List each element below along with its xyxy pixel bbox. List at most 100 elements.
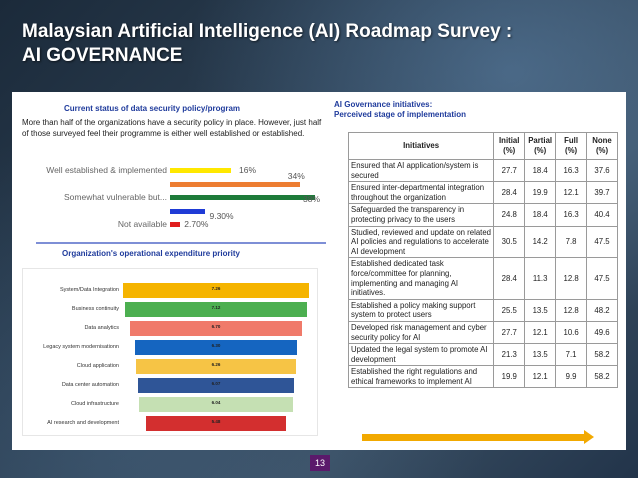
percent-cell: 28.4	[493, 181, 526, 205]
table-row: Studied, reviewed and update on related …	[347, 225, 618, 259]
page-number: 13	[310, 455, 330, 471]
percent-cell: 12.1	[555, 181, 588, 205]
percent-cell: 27.7	[493, 158, 526, 183]
security-bar-label: Somewhat vulnerable but...	[63, 192, 167, 202]
content-panel: Current status of data security policy/p…	[12, 92, 626, 450]
slide-title-line2: AI GOVERNANCE	[22, 45, 183, 66]
percent-cell: 18.4	[524, 158, 557, 183]
percent-cell: 16.3	[555, 158, 588, 183]
percent-cell: 48.2	[586, 298, 618, 322]
expenditure-bar-label: System/Data Integration	[59, 287, 119, 293]
expenditure-bar	[135, 359, 297, 374]
security-bar	[170, 222, 181, 227]
table-row: Safeguarded the transparency in protecti…	[347, 203, 618, 227]
expenditure-chart-title: Organization's operational expenditure p…	[62, 249, 240, 258]
percent-cell: 21.3	[493, 343, 526, 367]
security-bar-value: 38%	[303, 194, 321, 204]
percent-cell: 7.1	[555, 343, 588, 367]
percent-cell: 39.7	[586, 181, 618, 205]
initiatives-title-line1: AI Governance initiatives:	[334, 100, 433, 109]
expenditure-bar-value: 5.48	[211, 419, 221, 424]
percent-cell: 40.4	[586, 203, 618, 227]
percent-cell: 24.8	[493, 203, 526, 227]
percent-cell: 49.6	[586, 320, 618, 345]
security-bar-value: 2.70%	[184, 219, 209, 229]
initiative-cell: Established a policy making support syst…	[347, 298, 495, 322]
percent-cell: 9.9	[555, 365, 588, 389]
percent-cell: 19.9	[493, 365, 526, 389]
security-chart-title: Current status of data security policy/p…	[64, 104, 241, 113]
percent-cell: 7.8	[555, 225, 588, 259]
percent-cell: 10.6	[555, 320, 588, 345]
initiative-cell: Studied, reviewed and update on related …	[347, 225, 495, 259]
security-bar	[170, 195, 315, 200]
initiative-cell: Established the right regulations and et…	[347, 365, 495, 389]
initiatives-title-line2: Perceived stage of implementation	[334, 110, 467, 119]
expenditure-bar-value: 6.26	[211, 362, 221, 367]
table-row: Established dedicated task force/committ…	[347, 257, 618, 300]
percent-cell: 13.5	[524, 298, 557, 322]
percent-cell: 47.5	[586, 225, 618, 259]
percent-cell: 19.9	[524, 181, 557, 205]
expenditure-bar-label: Data analytics	[84, 325, 119, 331]
expenditure-bar-label: AI research and development	[47, 420, 119, 426]
expenditure-bar-label: Cloud infrastructure	[71, 401, 119, 407]
initiatives-title: AI Governance initiatives: Perceived sta…	[334, 100, 466, 120]
expenditure-bar-label: Legacy system modernisationn	[43, 344, 119, 350]
expenditure-bar-label: Data center automation	[61, 382, 119, 388]
progress-arrow-icon	[584, 430, 594, 444]
security-bar-label: Not available	[117, 219, 167, 229]
security-bar	[170, 168, 232, 173]
progress-arrow-shaft	[362, 434, 584, 441]
percent-cell: 14.2	[524, 225, 557, 259]
percent-cell: 12.1	[524, 320, 557, 345]
percent-cell: 18.4	[524, 203, 557, 227]
slide-title: Malaysian Artificial Intelligence (AI) R…	[22, 20, 622, 68]
table-header-row: Initiatives Initial (%) Partial (%) Full (%…	[347, 132, 618, 160]
expenditure-bar	[145, 416, 287, 431]
percent-cell: 16.3	[555, 203, 588, 227]
slide-title-line1: Malaysian Artificial Intelligence (AI) R…	[22, 21, 513, 42]
expenditure-bar-value: 7.26	[211, 286, 221, 291]
initiative-cell: Updated the legal system to promote AI d…	[347, 343, 495, 367]
percent-cell: 30.5	[493, 225, 526, 259]
security-bar-label: Well established & implemented	[46, 165, 167, 175]
expenditure-bar-value: 6.04	[211, 400, 221, 405]
expenditure-bar	[123, 283, 309, 298]
initiative-cell: Ensured inter-departmental integration t…	[347, 181, 495, 205]
expenditure-bar-value: 7.12	[211, 305, 221, 310]
table-row: Updated the legal system to promote AI d…	[347, 343, 618, 367]
expenditure-bar	[135, 340, 297, 355]
table-column-header: Partial (%)	[524, 132, 557, 160]
percent-cell: 25.5	[493, 298, 526, 322]
expenditure-bar	[138, 378, 294, 393]
table-column-header: Initial (%)	[493, 132, 526, 160]
table-row: Ensured that AI application/system is se…	[347, 158, 618, 183]
security-bar-value: 9.30%	[209, 210, 234, 221]
initiative-cell: Safeguarded the transparency in protecti…	[347, 203, 495, 227]
percent-cell: 27.7	[493, 320, 526, 345]
table-column-header: Initiatives	[347, 132, 495, 160]
table-row: Developed risk management and cyber secu…	[347, 320, 618, 345]
table-column-header: Full (%)	[555, 132, 588, 160]
expenditure-bar-value: 6.07	[211, 381, 221, 386]
initiatives-table: Initiatives Initial (%) Partial (%) Full (%…	[347, 132, 618, 389]
expenditure-bar	[130, 321, 302, 336]
percent-cell: 58.2	[586, 365, 618, 389]
expenditure-bar-value: 6.70	[211, 324, 221, 329]
initiative-cell: Established dedicated task force/committ…	[347, 257, 495, 300]
percent-cell: 47.5	[586, 257, 618, 300]
table-column-header: None (%)	[586, 132, 618, 160]
initiative-cell: Ensured that AI application/system is se…	[347, 158, 495, 183]
security-bar	[170, 208, 206, 214]
initiative-cell: Developed risk management and cyber secu…	[347, 320, 495, 345]
expenditure-bar	[138, 397, 294, 412]
security-description: More than half of the organizations have…	[22, 118, 322, 138]
expenditure-bar	[124, 302, 308, 317]
expenditure-bar-value: 6.30	[211, 343, 221, 348]
section-divider	[36, 242, 326, 244]
security-bar	[170, 181, 300, 187]
table-row: Ensured inter-departmental integration t…	[347, 181, 618, 205]
percent-cell: 28.4	[493, 257, 526, 300]
percent-cell: 58.2	[586, 343, 618, 367]
